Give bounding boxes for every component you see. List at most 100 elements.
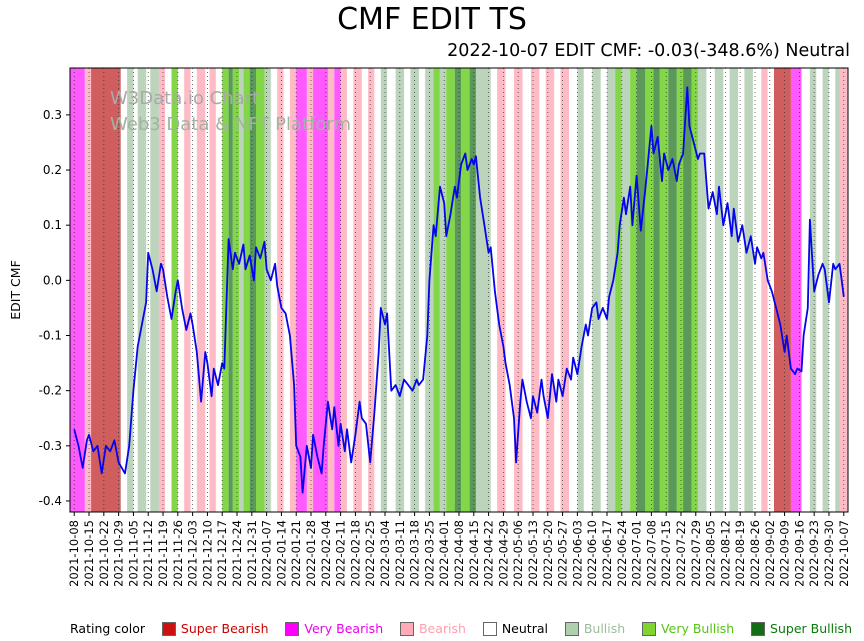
- rating-band-bullish: [729, 68, 739, 512]
- legend-swatch: [751, 621, 766, 636]
- legend-swatch: [642, 621, 657, 636]
- rating-band-bearish: [158, 68, 166, 512]
- x-tick-label: 2022-02-25: [363, 520, 377, 587]
- x-tick-label: 2021-10-15: [82, 520, 96, 587]
- x-tick-label: 2022-05-27: [556, 520, 570, 587]
- rating-band-bullish: [410, 68, 419, 512]
- rating-band-very-bullish: [676, 68, 684, 512]
- x-tick-label: 2021-11-12: [141, 520, 155, 587]
- x-tick-label: 2021-10-29: [112, 520, 126, 587]
- x-tick-label: 2022-07-29: [689, 520, 703, 587]
- rating-band-bullish: [744, 68, 753, 512]
- legend-item-label: Neutral: [501, 621, 548, 636]
- rating-band-bearish: [514, 68, 523, 512]
- x-tick-label: 2022-05-20: [541, 520, 555, 587]
- watermark-line1: W3Data.io Chart: [110, 88, 259, 109]
- x-tick-label: 2022-08-05: [704, 520, 718, 587]
- rating-band-bullish: [137, 68, 147, 512]
- rating-band-bearish: [184, 68, 191, 512]
- x-tick-label: 2022-06-17: [600, 520, 614, 587]
- x-tick-label: 2022-01-14: [274, 520, 288, 587]
- legend-item-label: Very Bearish: [304, 621, 384, 636]
- rating-band-bullish: [239, 68, 244, 512]
- rating-band-bearish: [196, 68, 206, 512]
- legend-item-label: Super Bearish: [180, 621, 269, 636]
- rating-band-super-bearish: [774, 68, 791, 512]
- rating-band-very-bearish: [790, 68, 802, 512]
- rating-band-very-bullish: [433, 68, 440, 512]
- x-tick-label: 2022-03-04: [378, 520, 392, 587]
- legend-swatch: [482, 621, 497, 636]
- rating-band-very-bearish: [334, 68, 341, 512]
- legend-item-label: Bearish: [418, 621, 466, 636]
- x-tick-label: 2021-12-31: [245, 520, 259, 587]
- x-tick-label: 2022-06-03: [570, 520, 584, 587]
- chart-title: CMF EDIT TS: [337, 2, 527, 37]
- legend-swatch: [161, 621, 176, 636]
- x-tick-label: 2022-10-07: [837, 520, 851, 587]
- y-tick-label: 0.0: [43, 273, 62, 287]
- x-tick-label: 2022-09-09: [778, 520, 792, 587]
- rating-band-very-bullish: [659, 68, 669, 512]
- x-tick-label: 2022-01-28: [304, 520, 318, 587]
- y-tick-label: 0.1: [43, 218, 62, 232]
- rating-band-bearish: [327, 68, 335, 512]
- legend-item-super-bullish: Super Bullish: [751, 621, 852, 636]
- legend-item-very-bullish: Very Bullish: [642, 621, 734, 636]
- rating-band-very-bullish: [243, 68, 250, 512]
- x-tick-label: 2022-04-01: [437, 520, 451, 587]
- rating-band-very-bullish: [691, 68, 698, 512]
- rating-band-bullish: [475, 68, 491, 512]
- legend-swatch: [285, 621, 300, 636]
- x-tick-label: 2022-05-13: [526, 520, 540, 587]
- legend-item-label: Super Bullish: [770, 621, 852, 636]
- rating-band-bullish: [592, 68, 601, 512]
- rating-band-bullish: [621, 68, 631, 512]
- watermark-line2: Web3 Data & NFT Platform: [110, 114, 351, 135]
- rating-band-super-bullish: [653, 68, 660, 512]
- rating-band-super-bullish: [454, 68, 462, 512]
- x-tick-label: 2021-12-24: [230, 520, 244, 587]
- rating-band-bullish: [577, 68, 584, 512]
- rating-band-bullish: [440, 68, 447, 512]
- x-tick-label: 2022-03-11: [393, 520, 407, 587]
- y-tick-label: -0.4: [39, 494, 62, 508]
- x-tick-label: 2022-04-08: [452, 520, 466, 587]
- rating-band-bearish: [209, 68, 216, 512]
- x-tick-label: 2022-08-12: [718, 520, 732, 587]
- legend-item-very-bearish: Very Bearish: [285, 621, 383, 636]
- rating-band-bullish: [395, 68, 405, 512]
- rating-band-bearish: [530, 68, 540, 512]
- x-tick-label: 2022-07-01: [630, 520, 644, 587]
- x-tick-label: 2022-07-15: [659, 520, 673, 587]
- rating-band-very-bullish: [645, 68, 654, 512]
- rating-band-super-bullish: [249, 68, 256, 512]
- rating-band-bearish: [545, 68, 555, 512]
- rating-band-very-bullish: [461, 68, 470, 512]
- x-tick-label: 2022-01-07: [260, 520, 274, 587]
- rating-band-super-bearish: [91, 68, 121, 512]
- rating-band-bullish: [809, 68, 817, 512]
- x-tick-label: 2021-10-22: [97, 520, 111, 587]
- chart-subtitle: 2022-10-07 EDIT CMF: -0.03(-348.6%) Neut…: [447, 41, 850, 61]
- x-tick-label: 2022-07-22: [674, 520, 688, 587]
- y-tick-label: -0.1: [39, 329, 62, 343]
- x-tick-label: 2022-04-22: [482, 520, 496, 587]
- rating-band-very-bullish: [222, 68, 229, 512]
- rating-band-very-bullish: [630, 68, 637, 512]
- rating-band-bearish: [560, 68, 569, 512]
- x-tick-label: 2021-12-03: [186, 520, 200, 587]
- rating-band-very-bullish: [615, 68, 622, 512]
- rating-band-bullish: [835, 68, 840, 512]
- x-tick-label: 2022-03-25: [422, 520, 436, 587]
- legend-label: Rating color: [70, 621, 146, 636]
- rating-band-bearish: [497, 68, 506, 512]
- rating-band-bullish: [380, 68, 388, 512]
- rating-band-bullish: [264, 68, 271, 512]
- legend-swatch: [564, 621, 579, 636]
- rating-band-bearish: [353, 68, 362, 512]
- x-tick-label: 2021-10-08: [67, 520, 81, 587]
- legend-item-bearish: Bearish: [399, 621, 466, 636]
- x-tick-label: 2022-03-18: [408, 520, 422, 587]
